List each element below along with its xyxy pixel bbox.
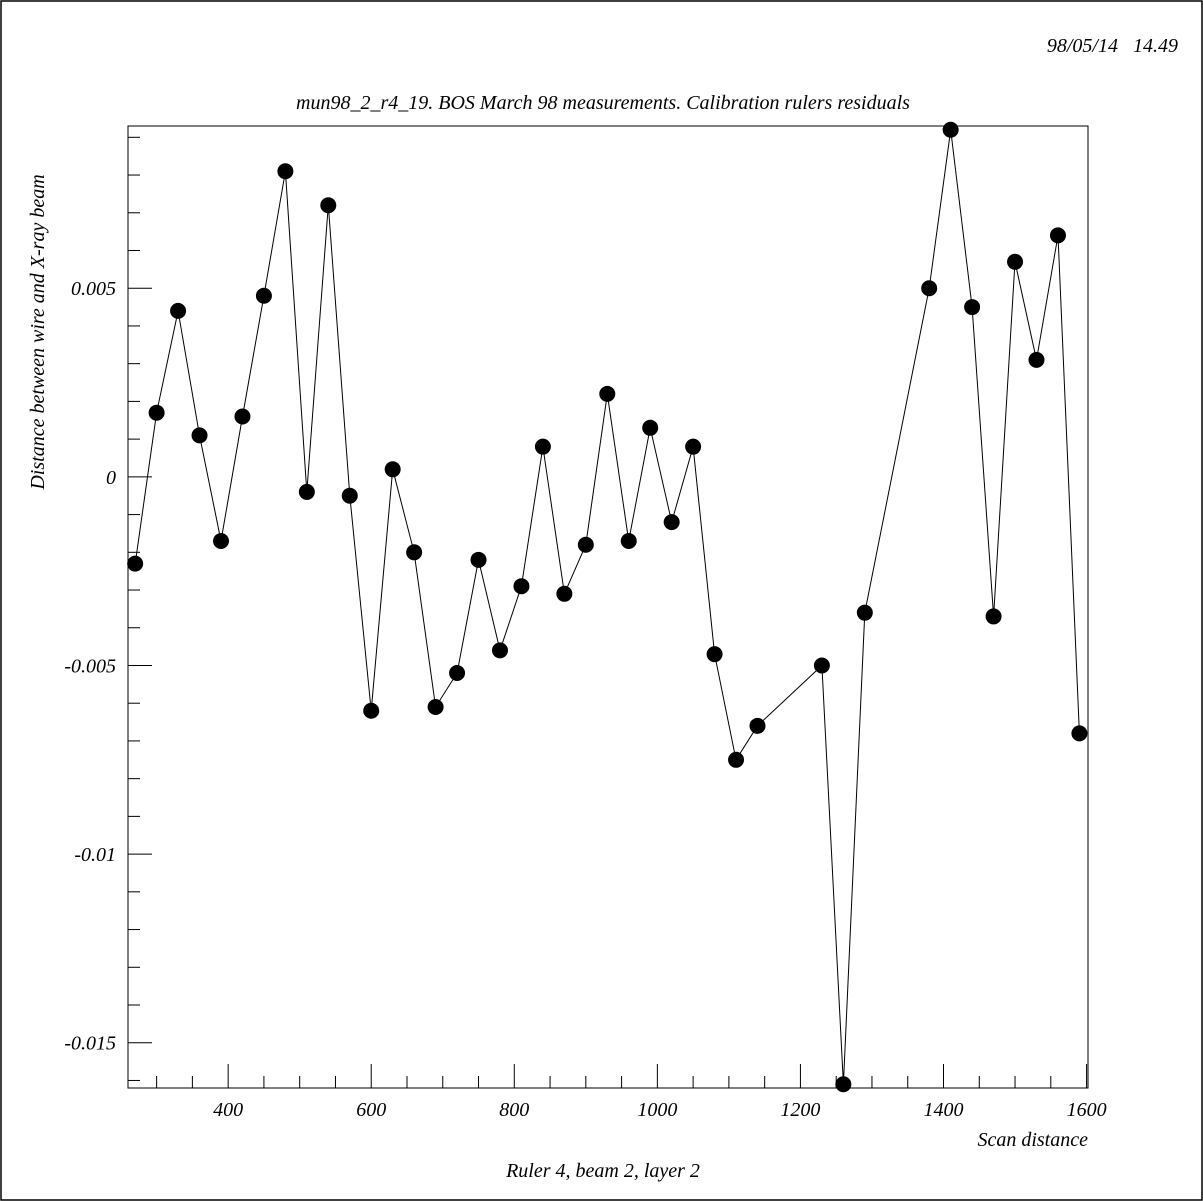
x-tick-label: 800 — [499, 1099, 529, 1121]
data-point — [363, 702, 380, 719]
data-point — [685, 438, 702, 455]
chart-title: mun98_2_r4_19. BOS March 98 measurements… — [296, 92, 910, 114]
x-tick-label: 1400 — [923, 1099, 963, 1121]
data-series — [127, 121, 1088, 1093]
data-point — [1007, 253, 1024, 270]
data-point — [1071, 725, 1088, 742]
timestamp: 98/05/14 14.49 — [1047, 35, 1178, 57]
x-axis-label: Scan distance — [977, 1129, 1088, 1151]
data-point — [470, 551, 487, 568]
data-point — [255, 287, 272, 304]
data-point — [749, 717, 766, 734]
data-point — [1049, 227, 1066, 244]
x-tick-label: 1200 — [780, 1099, 820, 1121]
data-point — [577, 536, 594, 553]
data-point — [298, 483, 315, 500]
data-point — [835, 1076, 852, 1093]
data-point — [728, 751, 745, 768]
data-point — [384, 461, 401, 478]
y-tick-label: -0.005 — [64, 655, 116, 677]
data-point — [706, 646, 723, 663]
axis-ticks: 400 600 800 1000 1200 1400 1600 0.005 0 -0.005 -0.… — [64, 136, 1107, 1121]
data-point — [341, 487, 358, 504]
data-point — [556, 585, 573, 602]
data-point — [127, 555, 144, 572]
x-tick-label: 1000 — [637, 1099, 677, 1121]
data-point — [599, 385, 616, 402]
data-point — [191, 427, 208, 444]
y-axis-label: Distance between wire and X-ray beam — [27, 174, 49, 490]
y-tick-label: 0 — [106, 467, 116, 489]
data-point — [620, 532, 637, 549]
x-tick-label: 1600 — [1067, 1099, 1107, 1121]
y-tick-label: -0.01 — [74, 844, 116, 866]
data-point — [234, 408, 251, 425]
data-point — [406, 544, 423, 561]
data-point — [642, 419, 659, 436]
data-point — [427, 698, 444, 715]
x-tick-label: 400 — [213, 1099, 243, 1121]
data-point — [856, 604, 873, 621]
data-point — [1028, 351, 1045, 368]
data-point — [277, 163, 294, 180]
y-tick-label: 0.005 — [71, 278, 116, 300]
footer-label: Ruler 4, beam 2, layer 2 — [505, 1160, 700, 1182]
data-point — [148, 404, 165, 421]
plot-frame — [127, 125, 1089, 1089]
data-point — [663, 514, 680, 531]
data-point — [942, 121, 959, 138]
y-tick-label: -0.015 — [64, 1033, 116, 1055]
x-tick-label: 600 — [356, 1099, 386, 1121]
data-point — [985, 608, 1002, 625]
data-point — [449, 665, 466, 682]
data-point — [813, 657, 830, 674]
data-point — [170, 302, 187, 319]
data-point — [320, 197, 337, 214]
data-point — [964, 299, 981, 316]
data-point — [212, 532, 229, 549]
data-point — [513, 578, 530, 595]
data-point — [534, 438, 551, 455]
data-point — [921, 280, 938, 297]
data-point — [491, 642, 508, 659]
